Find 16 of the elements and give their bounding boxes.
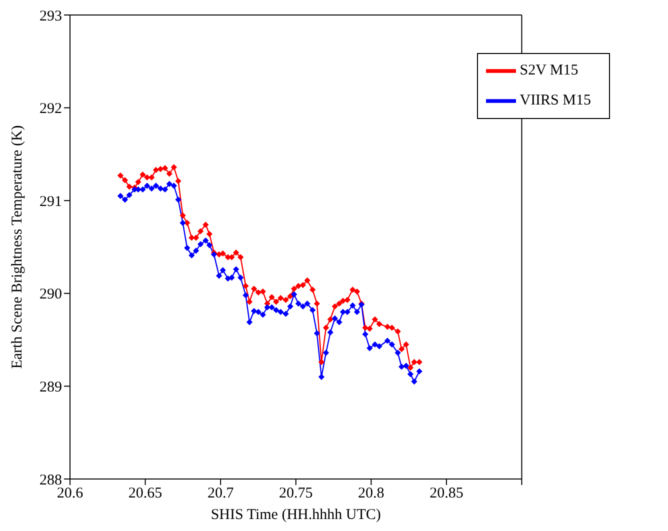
x-tick-label: 20.8 <box>358 486 384 502</box>
legend-label: S2V M15 <box>520 62 578 78</box>
y-axis-title: Earth Scene Brightness Temperature (K) <box>9 125 26 369</box>
x-tick-label: 20.7 <box>207 486 234 502</box>
x-tick-label: 20.65 <box>128 486 162 502</box>
y-tick-label: 289 <box>40 380 62 396</box>
y-tick-label: 290 <box>40 286 62 303</box>
legend-label: VIIRS M15 <box>520 92 591 108</box>
y-tick-label: 292 <box>40 101 62 118</box>
x-tick-label: 20.85 <box>430 486 464 502</box>
y-tick-label: 288 <box>40 472 62 488</box>
x-axis-title: SHIS Time (HH.hhhh UTC) <box>210 507 381 523</box>
y-tick-label: 293 <box>40 8 62 24</box>
x-tick-label: 20.75 <box>278 486 313 502</box>
y-tick-label: 291 <box>40 194 62 210</box>
x-tick-label: 20.6 <box>56 486 84 502</box>
